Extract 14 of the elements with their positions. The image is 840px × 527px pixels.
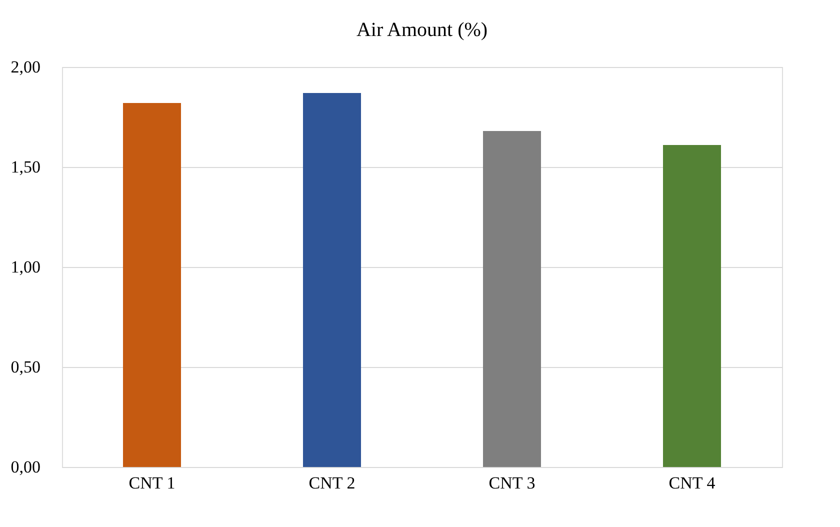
y-tick-label: 1,00 (10, 258, 40, 276)
bar (303, 93, 361, 467)
x-tick-label: CNT 1 (128, 474, 176, 492)
bar (663, 145, 721, 467)
x-tick-label: CNT 4 (668, 474, 716, 492)
x-tick-label: CNT 2 (308, 474, 356, 492)
y-tick-label: 1,50 (10, 158, 40, 176)
y-tick-label: 2,00 (10, 58, 40, 76)
x-tick-label: CNT 3 (488, 474, 536, 492)
y-tick-label: 0,50 (10, 358, 40, 376)
bar (483, 131, 541, 467)
y-tick-label: 0,00 (10, 458, 40, 476)
bar (123, 103, 181, 467)
chart-title: Air Amount (%) (356, 19, 488, 41)
